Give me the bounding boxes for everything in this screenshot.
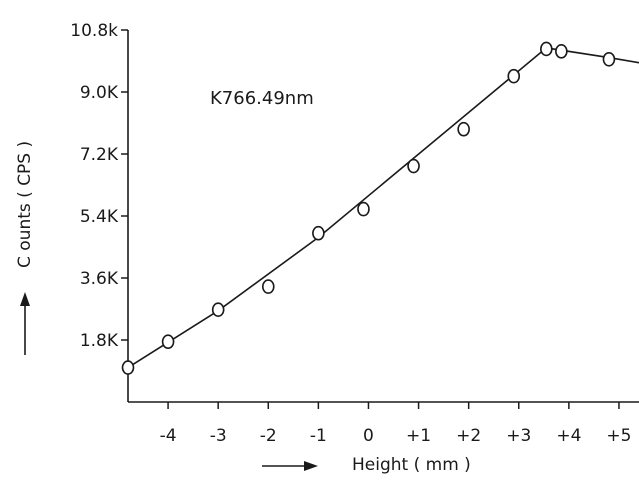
y-axis-label: C ounts ( CPS ) — [15, 141, 35, 268]
data-point — [407, 158, 420, 174]
x-tick-label: +3 — [506, 426, 531, 446]
y-tick-label: 7.2K — [80, 145, 119, 165]
x-tick-label: +1 — [406, 426, 431, 446]
x-tick-label: +5 — [606, 426, 631, 446]
x-tick-label: -3 — [210, 426, 227, 446]
fit-curve — [127, 47, 639, 369]
x-tick-label: -2 — [260, 426, 277, 446]
x-axis-label: Height ( mm ) — [352, 455, 471, 475]
x-tick-label: 0 — [363, 426, 374, 446]
data-point — [161, 334, 175, 350]
y-tick-label: 5.4K — [80, 207, 119, 227]
y-tick-label: 1.8K — [80, 331, 119, 351]
x-ticks: -4 -3 -2 -1 0 +1 +2 +3 +4 +5 — [160, 402, 631, 446]
x-axis-arrow — [262, 461, 318, 471]
data-point — [457, 121, 470, 137]
data-point — [507, 68, 521, 84]
axes — [127, 30, 639, 403]
data-points — [121, 41, 616, 375]
y-tick-label: 9.0K — [80, 83, 119, 103]
y-tick-label: 10.8k — [70, 21, 118, 41]
data-point — [312, 225, 325, 241]
data-point — [121, 360, 135, 375]
data-point — [261, 279, 275, 294]
x-tick-label: +4 — [556, 426, 581, 446]
y-ticks: 1.8K 3.6K 5.4K 7.2K 9.0K 10.8k — [70, 21, 128, 351]
data-point — [540, 41, 553, 57]
data-point — [211, 302, 225, 317]
x-tick-label: -4 — [160, 426, 177, 446]
x-tick-label: +2 — [456, 426, 481, 446]
data-point — [555, 44, 568, 59]
y-axis-arrow — [20, 292, 30, 355]
data-point — [357, 201, 370, 217]
data-point — [602, 51, 616, 67]
y-tick-label: 3.6K — [80, 269, 119, 289]
chart-annotation: K766.49nm — [210, 88, 314, 109]
fit-line — [127, 47, 639, 369]
x-tick-label: -1 — [310, 426, 327, 446]
